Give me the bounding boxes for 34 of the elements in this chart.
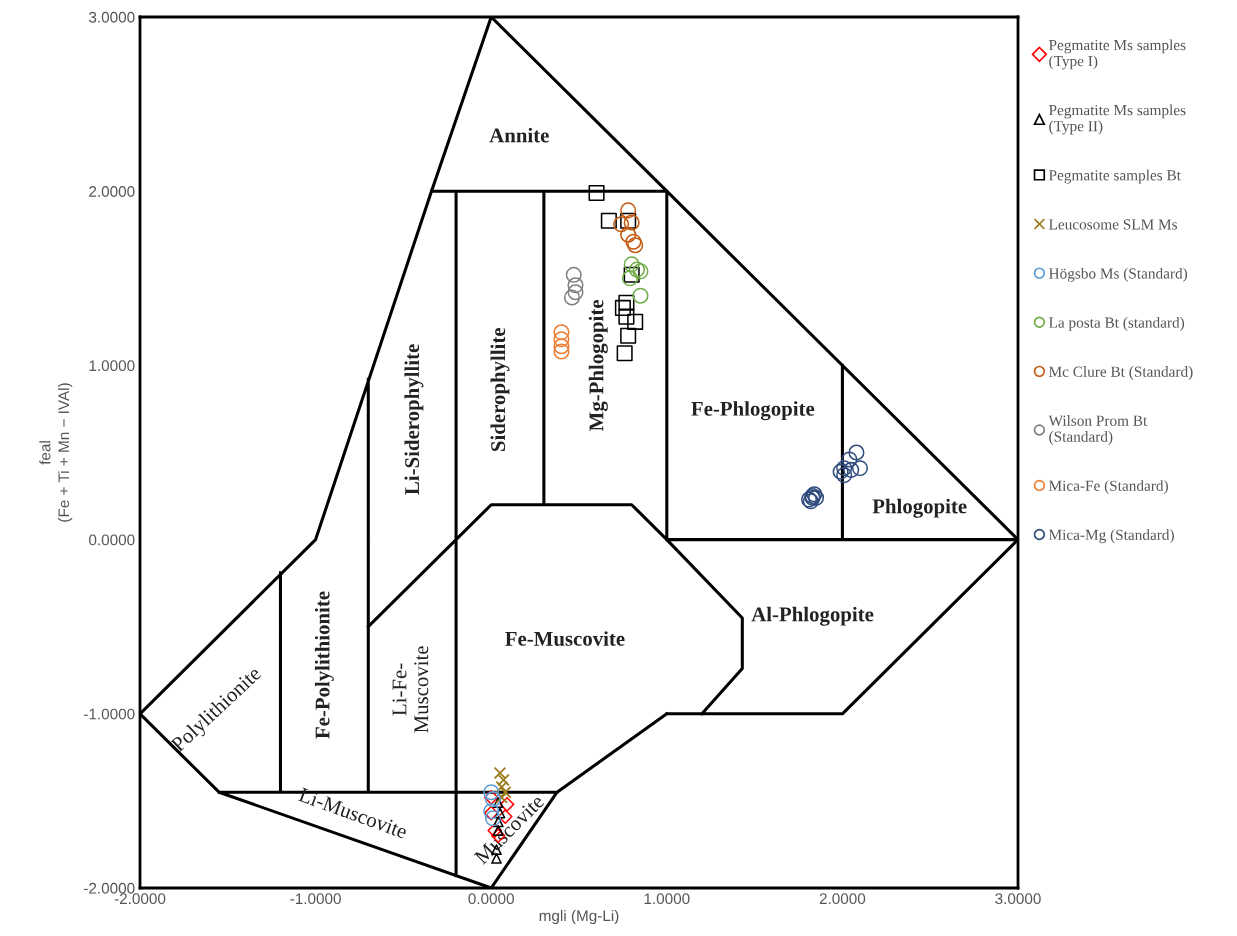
y-tick-label: -1.0000 [84, 708, 135, 720]
legend-label: Mica-Mg (Standard) [1048, 529, 1174, 544]
annotation: Annite [489, 127, 549, 143]
annotation: Fe-Polylithionite [314, 591, 334, 739]
y-axis-title: feal (Fe + Ti + Mn − IVAl) [39, 383, 73, 522]
legend-label: Mica-Fe (Standard) [1048, 480, 1168, 495]
annotation: Siderophyllite [490, 328, 510, 451]
annotation: Fe-Muscovite [505, 631, 625, 646]
x-tick-label: 3.0000 [995, 893, 1041, 905]
annotation: Fe-Phlogopite [691, 401, 815, 421]
annotation: Phlogopite [872, 498, 967, 518]
x-tick-label: 0.0000 [468, 893, 514, 905]
y-tick-label: 1.0000 [89, 360, 135, 372]
x-tick-label: 2.0000 [819, 893, 866, 905]
legend-label: Pegmatite Ms samples (Type I) [1048, 39, 1186, 70]
legend-label: Mc Clure Bt (Standard) [1048, 366, 1193, 380]
y-tick-label: 3.0000 [89, 11, 135, 23]
y-tick-label: 2.0000 [89, 186, 135, 197]
y-tick-label: 0.0000 [89, 534, 135, 546]
legend-label: Wilson Prom Bt (Standard) [1048, 415, 1148, 445]
x-tick-label: -1.0000 [290, 893, 341, 905]
legend-label: La posta Bt (standard) [1048, 317, 1185, 331]
legend-label: Pegmatite Ms samples (Type II) [1048, 104, 1186, 135]
annotation: Mg-Phlogopite [588, 299, 608, 432]
annotation: Li-Siderophyllite [404, 344, 424, 495]
annotation: Li-Fe- Muscovite [392, 646, 429, 733]
legend-label: Leucosome SLM Ms [1048, 219, 1178, 230]
annotation: Al-Phlogopite [751, 606, 874, 626]
x-tick-label: -2.0000 [114, 893, 166, 905]
y-tick-label: -2.0000 [84, 882, 135, 894]
x-axis-title: mgli (Mg-Li) [539, 909, 619, 925]
x-tick-label: 1.0000 [644, 893, 690, 905]
legend-label: Pegmatite samples Bt [1048, 169, 1181, 184]
legend-label: Högsbo Ms (Standard) [1048, 267, 1188, 282]
